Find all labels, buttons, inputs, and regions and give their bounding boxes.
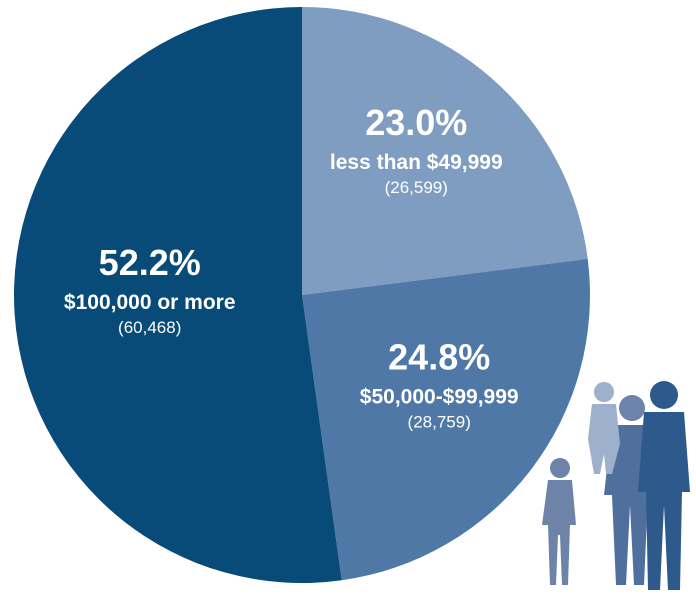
chart: 23.0% less than $49,999 (26,599) 24.8% $50,0… [0, 0, 696, 598]
category-label: $50,000-$99,999 [360, 386, 519, 409]
category-label: $100,000 or more [64, 291, 236, 314]
value-label: 24.8% [388, 337, 490, 378]
count-label: (60,468) [118, 318, 181, 337]
category-label: less than $49,999 [330, 151, 503, 174]
page: 23.0% less than $49,999 (26,599) 24.8% $50,0… [0, 0, 696, 598]
count-label: (28,759) [408, 413, 471, 432]
value-label: 23.0% [365, 102, 467, 143]
count-label: (26,599) [385, 178, 448, 197]
value-label: 52.2% [99, 242, 201, 283]
